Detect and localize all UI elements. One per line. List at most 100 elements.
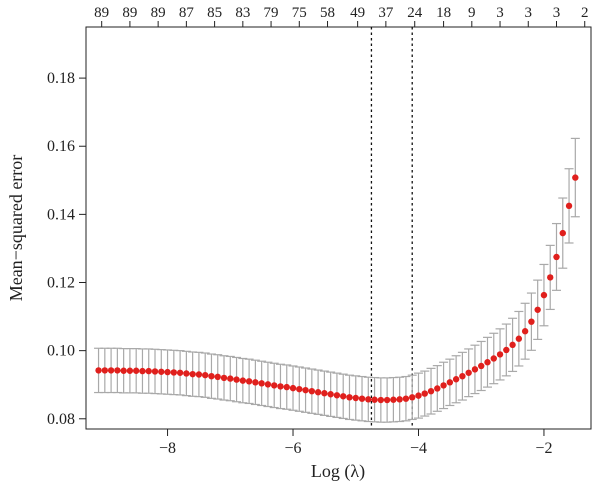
top-axis: 89 89 89 87 85 83 79 75 58 49 37 24 18 9 3 3 3 2 xyxy=(94,5,588,27)
data-point xyxy=(427,387,435,395)
x-axis-label: Log (λ) xyxy=(311,461,365,482)
data-point xyxy=(296,385,303,393)
data-point xyxy=(145,367,152,375)
data-point xyxy=(208,372,215,380)
data-point xyxy=(478,362,485,370)
x-tick-label: −8 xyxy=(159,440,176,457)
data-point xyxy=(107,367,115,374)
data-point xyxy=(390,396,397,403)
data-point xyxy=(245,378,253,385)
x-axis: −8 −6 −4 −2 xyxy=(159,429,552,457)
y-axis: 0.08 0.10 0.12 0.14 0.16 0.18 xyxy=(47,70,86,428)
data-point xyxy=(139,367,146,375)
data-point xyxy=(377,396,385,404)
data-point xyxy=(528,318,535,325)
error-bars xyxy=(94,137,580,423)
data-point xyxy=(371,396,378,403)
top-tick-label: 3 xyxy=(525,5,533,21)
data-point xyxy=(559,229,566,237)
data-point xyxy=(220,374,228,382)
data-point xyxy=(233,376,240,383)
data-point xyxy=(496,351,504,358)
data-point xyxy=(195,371,203,378)
data-point xyxy=(321,390,328,397)
data-point xyxy=(446,379,454,386)
plot-frame xyxy=(85,26,592,430)
data-point xyxy=(227,375,234,382)
data-point xyxy=(565,202,573,210)
x-tick-label: −4 xyxy=(410,440,427,457)
data-point xyxy=(283,383,290,391)
top-tick-label: 3 xyxy=(553,5,561,21)
data-point xyxy=(421,390,428,397)
data-point xyxy=(277,383,284,390)
data-point xyxy=(201,371,209,379)
data-point xyxy=(132,367,140,374)
top-tick-label: 9 xyxy=(468,5,476,21)
top-tick-label: 85 xyxy=(207,5,222,21)
data-point xyxy=(314,389,322,396)
data-point xyxy=(308,387,316,395)
top-tick-label: 2 xyxy=(581,5,589,21)
data-point xyxy=(120,367,127,374)
data-point xyxy=(415,392,422,399)
top-tick-label: 3 xyxy=(496,5,504,21)
data-point xyxy=(515,335,523,342)
data-point xyxy=(572,174,579,181)
data-point xyxy=(164,368,171,376)
data-point xyxy=(503,346,510,354)
top-tick-label: 79 xyxy=(264,5,279,21)
data-point xyxy=(484,359,491,366)
data-point xyxy=(176,369,184,376)
y-tick-label: 0.12 xyxy=(47,275,75,292)
data-point xyxy=(170,369,178,376)
data-point xyxy=(358,395,366,402)
data-point xyxy=(352,394,359,402)
data-point xyxy=(459,372,466,380)
data-point xyxy=(553,253,560,261)
y-tick-label: 0.16 xyxy=(47,138,75,155)
data-point xyxy=(521,328,529,335)
top-tick-label: 24 xyxy=(407,5,423,21)
top-tick-label: 37 xyxy=(378,5,394,21)
top-tick-label: 89 xyxy=(151,5,166,21)
data-point xyxy=(409,394,416,401)
data-point xyxy=(214,373,221,381)
top-tick-label: 83 xyxy=(235,5,250,21)
data-point xyxy=(239,377,247,384)
data-point xyxy=(189,370,196,378)
top-tick-label: 18 xyxy=(436,5,451,21)
y-tick-label: 0.14 xyxy=(47,206,75,223)
data-point xyxy=(547,274,554,281)
data-point xyxy=(402,395,410,402)
top-tick-label: 89 xyxy=(94,5,109,21)
top-tick-label: 58 xyxy=(320,5,335,21)
top-tick-label: 89 xyxy=(122,5,137,21)
data-point xyxy=(151,368,159,375)
data-point xyxy=(333,392,341,399)
data-point xyxy=(534,306,541,313)
x-tick-label: −2 xyxy=(535,440,552,457)
data-point xyxy=(264,381,272,388)
x-tick-label: −6 xyxy=(285,440,302,457)
data-point xyxy=(346,394,353,401)
top-tick-label: 75 xyxy=(292,5,307,21)
y-tick-label: 0.18 xyxy=(47,70,75,87)
data-point xyxy=(289,384,297,392)
data-point xyxy=(434,385,441,392)
y-tick-label: 0.08 xyxy=(47,411,75,428)
data-point xyxy=(365,396,372,403)
data-point xyxy=(327,391,334,398)
data-point xyxy=(440,382,447,389)
data-point xyxy=(465,369,472,376)
data-point xyxy=(509,341,516,349)
data-point xyxy=(258,380,265,387)
data-point xyxy=(471,366,479,373)
reference-lines xyxy=(370,27,413,429)
top-tick-label: 49 xyxy=(350,5,365,21)
data-point xyxy=(252,379,259,386)
data-point xyxy=(270,382,278,389)
data-point xyxy=(95,367,102,374)
data-point xyxy=(126,367,134,374)
